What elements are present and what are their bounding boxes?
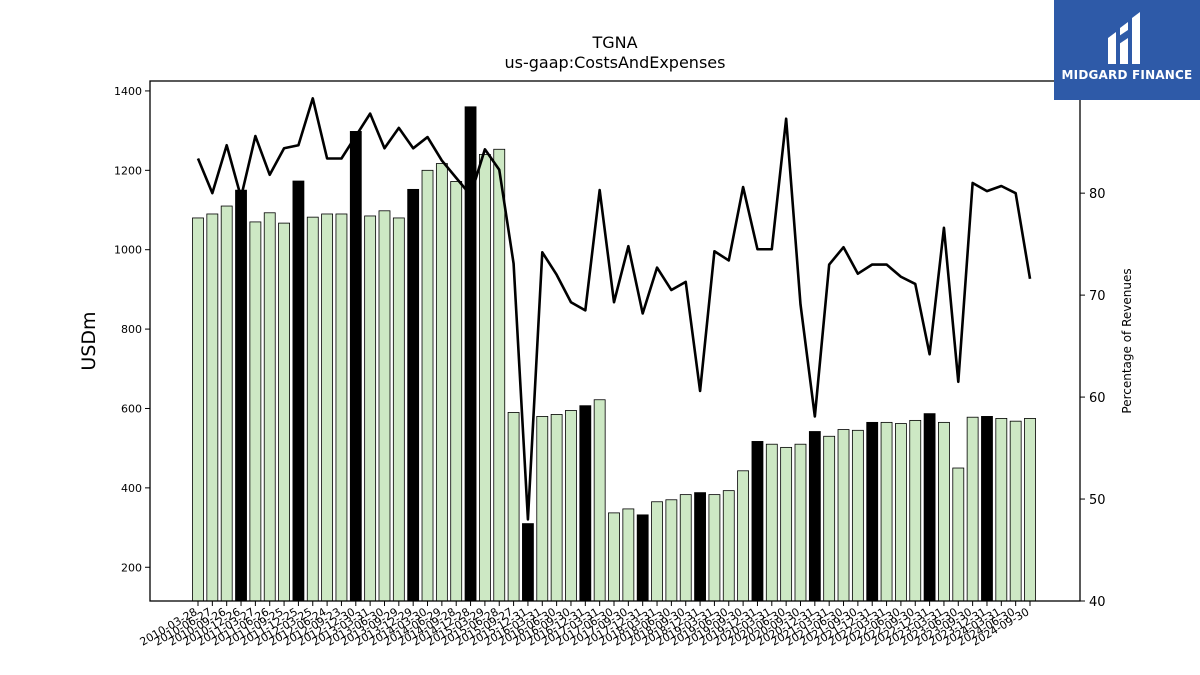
y2-tick-label: 40 xyxy=(1089,595,1106,610)
y-tick-label: 600 xyxy=(121,402,142,415)
annual-bar xyxy=(923,413,936,602)
quarter-bar xyxy=(321,213,334,602)
quarter-bar xyxy=(909,419,922,602)
quarter-bar xyxy=(895,423,907,602)
logo-mark-icon xyxy=(1108,12,1140,64)
y-axis-right: 40 50 60 70 80 xyxy=(1080,187,1106,610)
annual-bar xyxy=(522,523,534,602)
quarter-bar xyxy=(378,210,391,602)
quarter-bar xyxy=(880,421,893,602)
quarter-bar xyxy=(708,494,721,602)
quarter-bar xyxy=(478,154,491,602)
quarter-bar xyxy=(1009,420,1022,602)
quarter-bar xyxy=(851,429,864,602)
annual-bar xyxy=(866,421,879,602)
quarter-bar xyxy=(622,508,635,602)
quarter-bar xyxy=(249,221,262,602)
quarter-bar xyxy=(679,494,692,602)
quarter-bar xyxy=(278,222,290,602)
quarter-bar xyxy=(392,217,405,602)
quarter-bar xyxy=(722,490,735,602)
x-axis: 2010-03-282010-06-272010-09-262010-12-26… xyxy=(138,601,1032,649)
midgard-finance-logo: MIDGARD FINANCE xyxy=(1054,0,1200,100)
quarter-bar xyxy=(435,163,448,602)
annual-bar xyxy=(981,416,993,602)
quarter-bar xyxy=(651,501,663,602)
quarter-bar xyxy=(192,217,204,602)
quarter-bar xyxy=(995,417,1008,602)
chart-subtitle: us-gaap:CostsAndExpenses xyxy=(505,53,726,72)
quarter-bar xyxy=(550,414,563,602)
quarter-bar xyxy=(450,181,463,602)
annual-bar xyxy=(808,431,821,602)
chart-title: TGNA xyxy=(591,33,637,52)
quarter-bar xyxy=(263,212,276,602)
quarter-bar xyxy=(220,205,233,602)
bars-group xyxy=(192,106,1036,602)
percentage-line-group xyxy=(196,97,1032,521)
quarter-bar xyxy=(608,512,620,602)
quarter-bar xyxy=(794,443,807,602)
annual-bar xyxy=(579,405,592,602)
quarter-bar xyxy=(421,169,434,602)
quarter-bar xyxy=(507,412,520,602)
y-tick-label: 1400 xyxy=(114,85,142,98)
y-axis-label: USDm xyxy=(78,311,100,370)
quarter-bar xyxy=(952,467,965,602)
annual-bar xyxy=(349,131,362,602)
annual-bar xyxy=(235,189,247,602)
y2-tick-label: 70 xyxy=(1089,289,1106,304)
quarter-bar xyxy=(536,416,549,602)
y2-tick-label: 50 xyxy=(1089,493,1106,508)
logo-text: MIDGARD FINANCE xyxy=(1061,68,1193,82)
y-tick-label: 400 xyxy=(121,482,142,495)
y-tick-label: 200 xyxy=(121,561,142,574)
plot-frame xyxy=(149,80,1081,602)
y-tick-label: 800 xyxy=(121,323,142,336)
quarter-bar xyxy=(565,410,577,602)
annual-bar xyxy=(751,441,764,602)
quarter-bar xyxy=(737,470,750,602)
quarter-bar xyxy=(837,429,850,602)
quarter-bar xyxy=(593,399,606,602)
y2-axis-label: Percentage of Revenues xyxy=(1120,268,1134,413)
y-tick-label: 1000 xyxy=(114,244,142,257)
y-tick-label: 1200 xyxy=(114,164,142,177)
percentage-line xyxy=(196,97,1032,521)
annual-bar xyxy=(694,492,706,602)
quarter-bar xyxy=(665,499,678,602)
annual-bar xyxy=(292,180,305,602)
quarter-bar xyxy=(335,213,348,602)
quarter-bar xyxy=(364,215,377,602)
quarter-bar xyxy=(765,443,778,602)
quarter-bar xyxy=(306,216,319,602)
y2-tick-label: 60 xyxy=(1089,391,1106,406)
quarter-bar xyxy=(823,435,836,602)
quarter-bar xyxy=(780,446,793,602)
y-axis-left: 200 400 600 800 1000 1200 1400 xyxy=(114,85,150,574)
quarter-bar xyxy=(966,416,979,602)
quarter-bar xyxy=(938,421,950,602)
annual-bar xyxy=(407,188,420,602)
quarter-bar xyxy=(493,148,506,602)
quarter-bar xyxy=(206,213,219,602)
quarter-bar xyxy=(1024,417,1036,602)
y2-tick-label: 80 xyxy=(1089,187,1106,202)
annual-bar xyxy=(636,514,649,602)
